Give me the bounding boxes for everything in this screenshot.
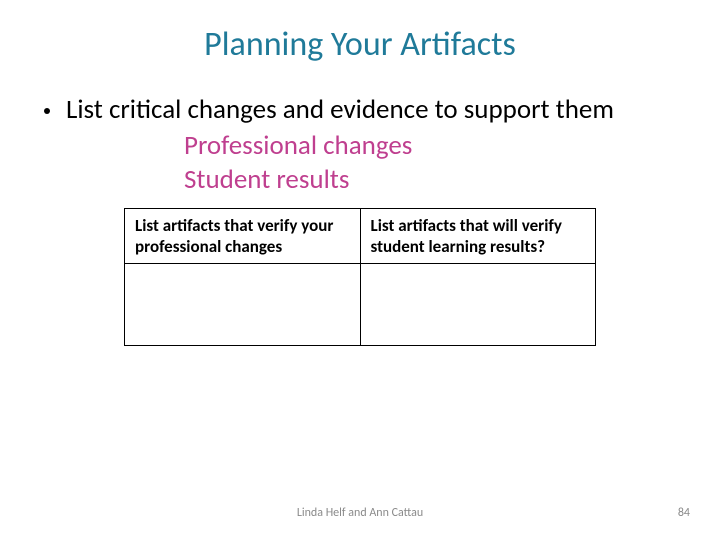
sub-bullet-1: Professional changes (184, 129, 676, 164)
table-cell-student (360, 264, 596, 346)
footer-authors: Linda Helf and Ann Cattau (0, 506, 720, 520)
slide-title: Planning Your Artifacts (0, 0, 720, 65)
table-cell-professional (125, 264, 361, 346)
table-header-professional: List artifacts that verify your professi… (125, 208, 361, 264)
bullet-text: List critical changes and evidence to su… (66, 93, 676, 127)
artifacts-table-wrap: List artifacts that verify your professi… (124, 208, 596, 347)
sub-bullet-group: Professional changes Student results (44, 129, 676, 198)
slide-body: List critical changes and evidence to su… (0, 65, 720, 346)
bullet-dot-icon (44, 108, 50, 114)
sub-bullet-2: Student results (184, 163, 676, 198)
table-header-row: List artifacts that verify your professi… (125, 208, 596, 264)
table-header-student: List artifacts that will verify student … (360, 208, 596, 264)
table-row (125, 264, 596, 346)
bullet-item: List critical changes and evidence to su… (44, 93, 676, 127)
artifacts-table: List artifacts that verify your professi… (124, 208, 596, 347)
footer-page-number: 84 (678, 506, 690, 520)
